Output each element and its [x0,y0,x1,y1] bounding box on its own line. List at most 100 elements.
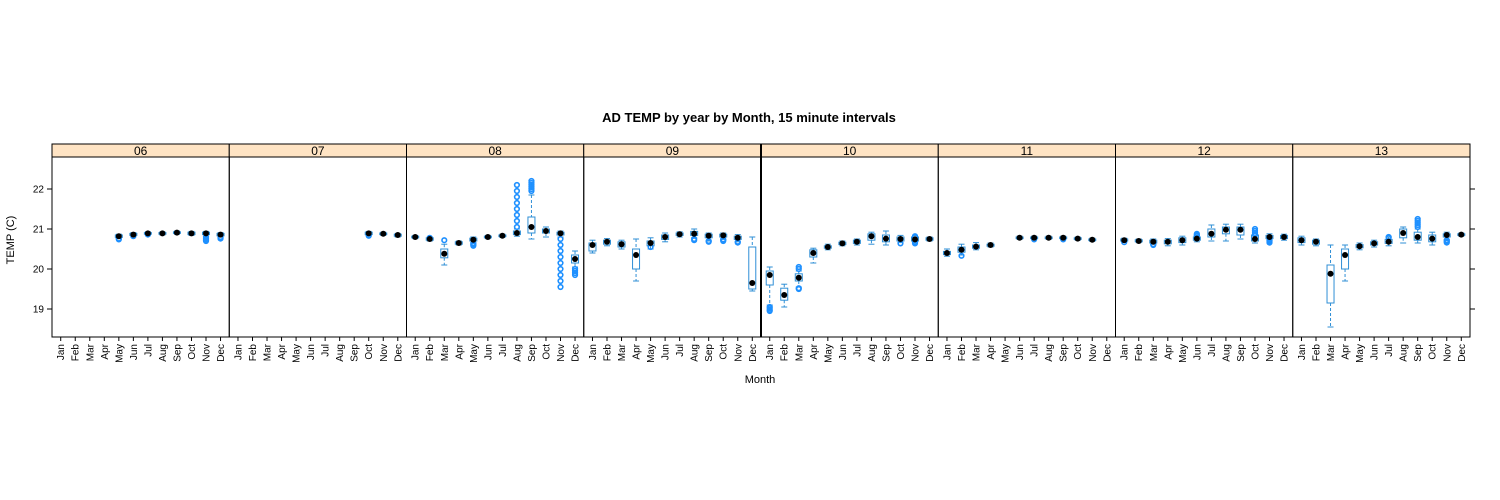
box-iqr [527,216,536,234]
median-dot [603,238,610,245]
x-tick-label: Jan [765,344,776,360]
median-dot [766,272,773,278]
x-tick-label: Aug [1044,344,1055,362]
panel-label-06: 06 [134,144,148,158]
x-tick-label: Mar [85,343,96,361]
median-dot [484,234,491,240]
x-tick-label: Jan [1297,344,1308,360]
median-dot [973,243,980,250]
outlier-point [557,247,564,255]
x-tick-label: Jul [498,344,509,357]
x-tick-label: Dec [1102,344,1113,362]
outlier-point [557,265,564,273]
x-tick-label: Oct [896,344,907,360]
x-tick-label: Nov [1088,344,1099,362]
x-tick-label: Jan [56,344,67,360]
x-tick-label: Jun [483,344,494,360]
x-tick-label: Dec [925,344,936,362]
median-dot [441,250,448,257]
box-iqr [1326,264,1335,304]
outlier-point [557,283,564,291]
median-dot [987,242,994,248]
x-tick-label: Apr [100,343,111,359]
median-dot [1342,252,1349,258]
x-tick-label: Aug [1399,344,1410,362]
x-tick-label: Apr [809,343,820,359]
median-dot [1222,226,1229,233]
x-tick-label: Apr [986,343,997,359]
median-dot [1164,238,1171,245]
outlier-point [557,271,564,279]
x-tick-label: Dec [1280,344,1291,362]
median-dot [781,292,788,298]
box-iqr [1413,231,1422,241]
x-tick-label: Mar [263,343,274,361]
median-dot [912,236,919,243]
x-tick-label: Oct [187,344,198,360]
outlier-point [1414,215,1421,223]
median-dot [1458,231,1465,238]
x-tick-label: Jul [675,344,686,357]
box-iqr [780,287,789,301]
median-dot [1371,240,1378,247]
median-dot [1327,270,1334,277]
median-dot [115,233,122,240]
outlier-point [557,235,564,243]
outlier-point [958,252,965,259]
median-dot [824,244,831,250]
median-dot [705,232,712,239]
median-dot [470,236,477,243]
x-tick-label: Nov [1265,344,1276,362]
x-tick-label: Jan [411,344,422,360]
median-dot [720,232,727,239]
y-tick-label: 21 [33,225,45,236]
median-dot [1045,234,1052,241]
x-tick-label: Jan [942,344,953,360]
x-tick-label: May [469,344,480,363]
median-dot [1074,235,1081,242]
median-dot [130,231,137,238]
x-tick-label: Aug [512,344,523,362]
median-dot [1237,226,1244,233]
x-tick-label: Mar [617,343,628,361]
panel-label-11: 11 [1021,144,1034,158]
x-tick-label: May [823,344,834,363]
median-dot [1179,237,1186,244]
median-dot [557,230,564,237]
median-dot [1281,234,1288,240]
box-iqr [809,249,818,258]
x-tick-label: Aug [158,344,169,362]
x-tick-label: Feb [1311,344,1322,362]
x-tick-label: Oct [541,344,552,360]
median-dot [810,250,817,256]
median-dot [958,246,965,253]
median-dot [1089,236,1096,243]
x-tick-label: May [1178,344,1189,363]
median-dot [217,231,224,238]
x-tick-label: Jun [661,344,672,360]
median-dot [1400,230,1407,236]
panel-label-12: 12 [1197,144,1211,158]
x-tick-label: Nov [556,344,567,362]
outlier-point [571,265,579,273]
x-tick-label: Sep [172,344,183,362]
box-iqr [1428,234,1437,243]
x-tick-label: Nov [911,344,922,362]
x-tick-label: Mar [1326,343,1337,361]
x-tick-label: Feb [248,344,259,362]
x-tick-label: Apr [454,343,465,359]
x-tick-label: Jun [306,344,317,360]
box-iqr [794,273,803,282]
outlier-point [513,211,521,219]
x-tick-label: Dec [748,344,759,362]
x-tick-label: Feb [425,344,436,362]
median-dot [188,230,195,237]
x-tick-label: Sep [350,344,361,362]
outlier-point [1251,225,1259,233]
x-tick-label: Jun [838,344,849,360]
panel-label-08: 08 [488,144,502,158]
x-tick-label: Dec [1457,344,1468,362]
outlier-point [513,181,521,189]
x-tick-label: Aug [690,344,701,362]
